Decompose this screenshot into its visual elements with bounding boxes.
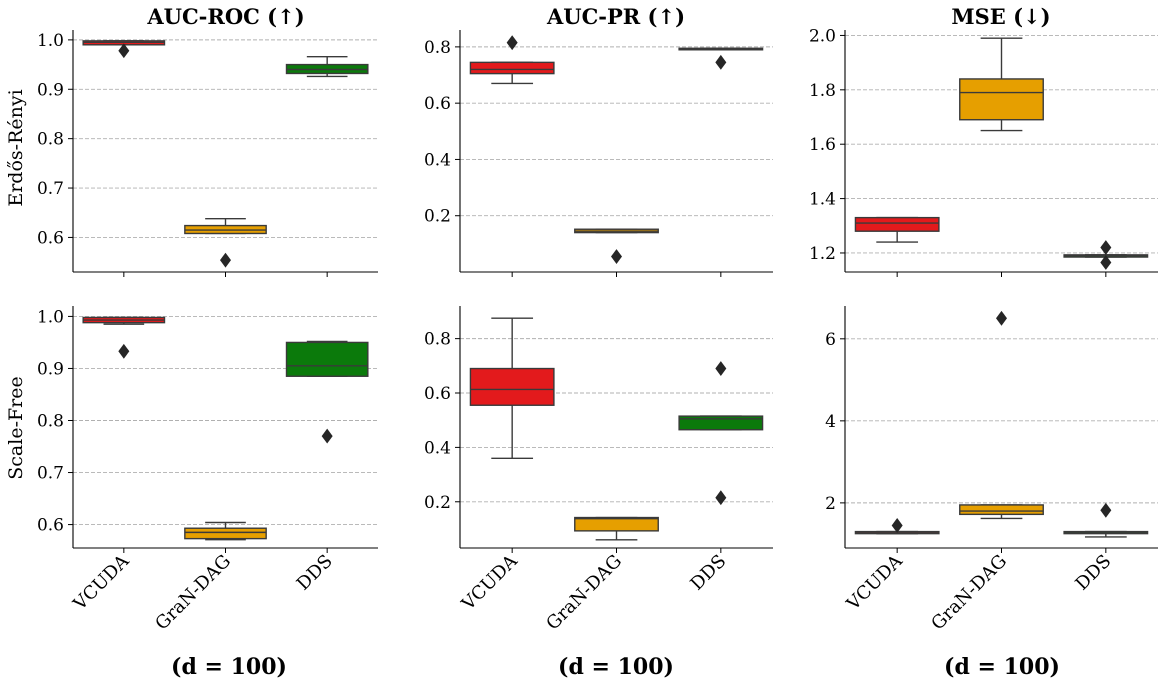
row-labels: Erdős-Rényi Scale-Free xyxy=(5,89,27,479)
panel-4-ytick-label-4: 0.6 xyxy=(37,516,64,536)
panel-6-xtick-label-dds: DDS xyxy=(1071,551,1115,595)
panel-6-dds-box-group xyxy=(1063,502,1149,538)
panel-1-gran-dag-outlier-0 xyxy=(220,252,231,268)
panel-5-ytick-label-2: 0.4 xyxy=(424,438,451,458)
panel-2-vcuda-box-group xyxy=(469,35,555,85)
panel-4-gran-dag-box-group xyxy=(184,521,267,541)
panel-3-dds-outlier-0 xyxy=(1100,240,1112,255)
panel-3-ytick-label-2: 1.6 xyxy=(809,135,836,155)
panel-4-ytick-label-3: 0.7 xyxy=(37,464,64,484)
panel-3-ytick-label-0: 2.0 xyxy=(809,26,836,46)
panel-6-vcuda-box-group xyxy=(854,518,940,535)
panel-2-gran-dag-outlier-0 xyxy=(611,249,622,264)
panel-5-xtick-label-gran-dag: GraN-DAG xyxy=(542,551,626,635)
bottom-labels: (d = 100) (d = 100) (d = 100) xyxy=(171,654,1060,680)
panel-3-gran-dag-box-group xyxy=(959,37,1044,132)
panel-6-ytick-label-1: 4 xyxy=(825,412,836,432)
panel-4-xtick-label-vcuda: VCUDA xyxy=(69,550,134,615)
panel-1-ytick-label-4: 0.6 xyxy=(37,228,64,248)
panel-2-gran-dag-box-group xyxy=(574,228,659,264)
panel-3: 2.0 1.8 1.6 1.4 1.2 xyxy=(809,26,1158,277)
panel-1-gran-dag-box-group xyxy=(184,217,267,268)
panel-4-ytick-label-0: 1.0 xyxy=(37,307,64,327)
panel-5-xtick-label-dds: DDS xyxy=(686,551,730,595)
panel-6-gran-dag-outlier-0 xyxy=(996,310,1007,326)
chart-panels: 1.0 0.9 0.8 0.7 0.6 0.8 0.6 0.4 0.2 2.0 1.8 1.6 1.4 1… xyxy=(37,26,1158,634)
panel-6-xtick-label-vcuda: VCUDA xyxy=(842,550,907,615)
panel-6-vcuda-outlier-0 xyxy=(891,518,903,533)
panel-1-vcuda-outlier-0 xyxy=(118,43,130,59)
panel-2-dds-outlier-0 xyxy=(715,54,727,70)
panel-6-gran-dag-box-group xyxy=(959,310,1044,520)
row-label-erdos-renyi: Erdős-Rényi xyxy=(5,89,27,206)
panel-5-ytick-label-0: 0.8 xyxy=(424,330,451,350)
panel-3-ytick-label-3: 1.4 xyxy=(809,190,836,210)
panel-5-ytick-label-3: 0.2 xyxy=(424,493,451,513)
panel-6-xtick-label-gran-dag: GraN-DAG xyxy=(927,551,1011,635)
panel-2-ytick-label-3: 0.2 xyxy=(424,207,451,227)
panel-2-vcuda-box xyxy=(469,61,555,75)
column-title-mse: MSE (↓) xyxy=(951,4,1050,29)
panel-4-vcuda-outlier-0 xyxy=(118,343,130,359)
panel-4-vcuda-box-group xyxy=(82,316,166,359)
panel-3-dds-outlier-1 xyxy=(1100,255,1112,270)
panel-2-dds-box-group xyxy=(678,47,764,70)
panel-2-ytick-label-0: 0.8 xyxy=(424,38,451,58)
panel-6: 6 4 2 VCUDA GraN-DAG DDS xyxy=(825,306,1158,634)
row-label-scale-free: Scale-Free xyxy=(5,376,27,479)
column-title-auc-pr: AUC-PR (↑) xyxy=(546,4,685,29)
panel-5-dds-outlier-1 xyxy=(715,490,727,506)
panel-5-ytick-label-1: 0.6 xyxy=(424,384,451,404)
panel-5-vcuda-box xyxy=(469,367,555,406)
panel-1-ytick-label-3: 0.7 xyxy=(37,179,64,199)
panel-4-dds-outlier-0 xyxy=(321,428,333,444)
panel-3-dds-box-group xyxy=(1063,240,1149,270)
panel-4-ytick-label-1: 0.9 xyxy=(37,359,64,379)
panel-3-vcuda-box-group xyxy=(854,216,940,243)
panel-5-gran-dag-box-group xyxy=(574,516,659,541)
panel-4-gran-dag-box xyxy=(184,527,267,540)
panel-4-xtick-label-dds: DDS xyxy=(293,551,337,595)
panel-2-vcuda-outlier-0 xyxy=(506,35,518,51)
panel-5-dds-outlier-0 xyxy=(715,361,727,376)
panel-2-ytick-label-1: 0.6 xyxy=(424,94,451,114)
panel-5-xtick-label-vcuda: VCUDA xyxy=(457,550,522,615)
bottom-label-col3: (d = 100) xyxy=(944,654,1060,680)
panel-6-dds-outlier-0 xyxy=(1100,502,1112,518)
panel-3-ytick-label-4: 1.2 xyxy=(809,244,836,264)
panel-4-ytick-label-2: 0.8 xyxy=(37,411,64,431)
panel-6-ytick-label-2: 2 xyxy=(825,494,836,514)
panel-1-ytick-label-1: 0.9 xyxy=(37,80,64,100)
panel-1-ytick-label-0: 1.0 xyxy=(37,31,64,51)
panel-3-gran-dag-box xyxy=(959,78,1044,121)
column-titles: AUC-ROC (↑) AUC-PR (↑) MSE (↓) xyxy=(146,4,1050,29)
panel-1-ytick-label-2: 0.8 xyxy=(37,130,64,150)
panel-4-xtick-label-gran-dag: GraN-DAG xyxy=(151,551,235,635)
panel-5-gran-dag-box xyxy=(574,516,659,532)
panel-6-ytick-label-0: 6 xyxy=(825,330,836,350)
panel-5-dds-box-group xyxy=(678,361,764,506)
panel-6-gran-dag-box xyxy=(959,504,1044,516)
panel-2: 0.8 0.6 0.4 0.2 xyxy=(424,30,773,277)
panel-3-vcuda-box xyxy=(854,216,940,232)
panel-4-dds-box-group xyxy=(285,340,369,444)
panel-1-dds-box-group xyxy=(285,55,369,78)
bottom-label-col1: (d = 100) xyxy=(171,654,287,680)
panel-1: 1.0 0.9 0.8 0.7 0.6 xyxy=(37,30,378,277)
panel-4-dds-box xyxy=(285,341,369,377)
panel-3-ytick-label-1: 1.8 xyxy=(809,81,836,101)
panel-1-vcuda-box-group xyxy=(82,40,166,59)
bottom-label-col2: (d = 100) xyxy=(558,654,674,680)
column-title-auc-roc: AUC-ROC (↑) xyxy=(146,4,304,29)
panel-5-vcuda-box-group xyxy=(469,317,555,459)
panel-2-ytick-label-2: 0.4 xyxy=(424,150,451,170)
panel-5: 0.8 0.6 0.4 0.2 VCUDA GraN-DAG DDS xyxy=(424,306,773,634)
